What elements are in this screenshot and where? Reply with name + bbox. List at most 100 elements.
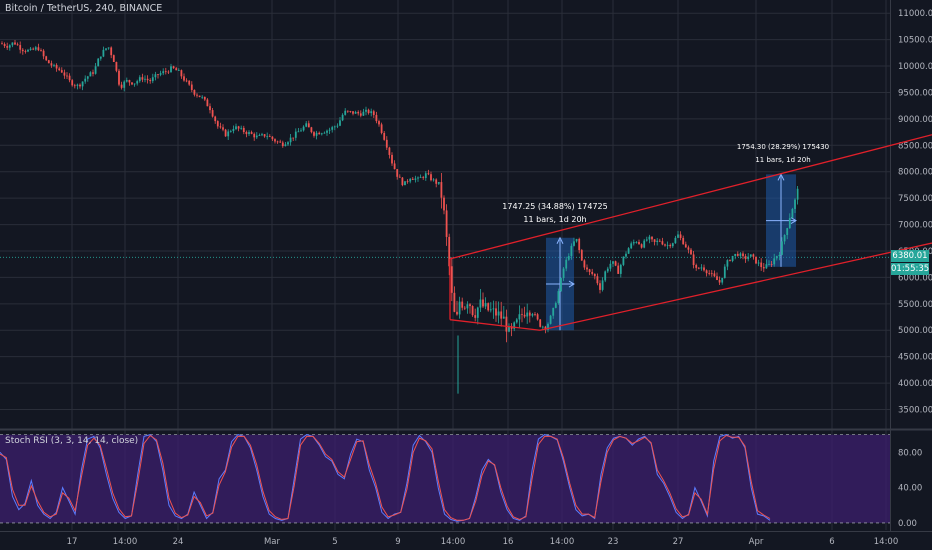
candle-body	[534, 314, 536, 315]
candle-body	[682, 237, 685, 245]
candle-body	[63, 72, 66, 76]
y-tick-label: 7000.00	[898, 221, 932, 231]
candle-body	[586, 267, 588, 270]
candle-body	[167, 71, 170, 73]
candle-body	[92, 72, 94, 74]
candle-body	[112, 55, 115, 63]
candle-body	[170, 66, 172, 73]
candle-body	[6, 46, 9, 48]
candle-body	[437, 182, 440, 184]
measure-2-line1: 1754.30 (28.29%) 175430	[736, 143, 830, 151]
candle-body	[461, 301, 464, 308]
candle-body	[115, 62, 118, 71]
candle-body	[21, 49, 24, 52]
candle-body	[237, 126, 240, 129]
candle-body	[118, 70, 120, 85]
candle-body	[599, 283, 601, 290]
candle-body	[300, 130, 302, 132]
candle-body	[268, 136, 271, 138]
candle-body	[703, 267, 705, 271]
candle-body	[86, 76, 89, 79]
candle-body	[281, 142, 284, 147]
candle-body	[453, 292, 456, 312]
candle-body	[133, 83, 136, 85]
candle-body	[372, 111, 375, 115]
x-tick-label: Mar	[264, 537, 281, 547]
candle-body	[578, 238, 581, 251]
candle-body	[222, 127, 224, 130]
candle-body	[781, 241, 783, 255]
candle-body	[201, 96, 204, 98]
measure-arrow-head	[790, 217, 797, 225]
candle-body	[440, 182, 443, 198]
candle-body	[713, 273, 716, 277]
candle-body	[323, 132, 326, 134]
x-tick-label: Apr	[749, 537, 764, 547]
candle-body	[573, 241, 575, 246]
stoch-d-line	[0, 434, 771, 521]
candle-body	[435, 179, 438, 184]
candle-body	[734, 253, 737, 256]
candle-body	[19, 45, 22, 50]
candle-body	[73, 85, 76, 87]
candle-body	[739, 253, 742, 256]
candle-body	[131, 82, 133, 85]
candle-body	[606, 268, 609, 272]
candle-body	[484, 303, 487, 307]
candle-body	[105, 48, 107, 50]
candle-body	[180, 70, 183, 77]
candle-body	[760, 262, 763, 268]
channel-upper-line	[449, 134, 932, 260]
candle-body	[591, 271, 594, 274]
candle-body	[159, 73, 162, 75]
candle-body	[211, 110, 214, 117]
candle-body	[422, 177, 425, 178]
x-tick-label: 14:00	[550, 537, 575, 547]
candle-body	[726, 260, 729, 267]
candle-body	[729, 260, 731, 261]
candle-body	[593, 273, 596, 277]
candle-body	[146, 78, 149, 81]
candle-body	[554, 303, 557, 308]
candle-body	[669, 244, 672, 247]
candle-body	[749, 254, 752, 257]
candle-body	[71, 80, 74, 86]
candle-body	[604, 271, 607, 281]
candle-body	[346, 110, 349, 112]
candle-body	[203, 96, 206, 100]
x-tick-label: 9	[395, 537, 400, 547]
candle-body	[110, 47, 113, 56]
candle-body	[177, 70, 180, 72]
candle-body	[263, 134, 266, 137]
candle-body	[443, 197, 445, 211]
candle-body	[313, 132, 315, 136]
candle-body	[674, 237, 677, 244]
candle-body	[723, 266, 726, 278]
candle-body	[375, 114, 378, 122]
indicator-title[interactable]: Stoch RSI (3, 3, 14, 14, close)	[5, 436, 139, 446]
candle-body	[206, 99, 209, 107]
measure-arrow-head	[556, 236, 564, 245]
y-tick-label: 11000.00	[898, 9, 932, 19]
candle-body	[770, 263, 773, 265]
y-tick-label: 5000.00	[898, 326, 932, 336]
measure-1-line2: 11 bars, 1d 20h	[523, 215, 587, 224]
candle-body	[463, 307, 466, 309]
y-tick-label: 5500.00	[898, 300, 932, 310]
candle-body	[68, 75, 71, 81]
candle-body	[198, 95, 201, 97]
candle-body	[471, 306, 474, 316]
candle-body	[398, 176, 401, 178]
candle-body	[427, 173, 430, 175]
candle-body	[365, 109, 367, 112]
rsi-y-tick-label: 0.00	[898, 519, 917, 529]
candle-body	[677, 234, 679, 238]
candle-body	[505, 316, 508, 332]
candle-body	[185, 80, 188, 82]
candle-body	[175, 68, 178, 71]
candle-body	[144, 78, 146, 80]
candle-body	[565, 259, 568, 269]
candle-body	[401, 177, 404, 186]
candle-body	[396, 169, 399, 177]
